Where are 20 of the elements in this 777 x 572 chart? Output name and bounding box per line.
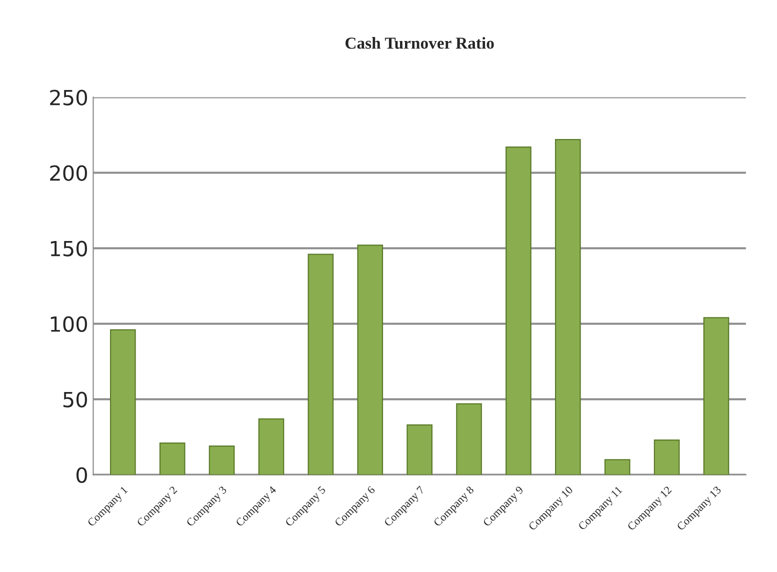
bar <box>506 146 532 475</box>
bar <box>159 442 186 475</box>
bar <box>703 317 730 475</box>
y-tick-label: 150 <box>50 240 87 256</box>
bar <box>456 403 482 475</box>
bar <box>654 439 680 475</box>
bar <box>110 329 136 475</box>
y-tick-label: 250 <box>50 90 87 106</box>
bar <box>406 424 432 475</box>
bar <box>357 244 384 475</box>
bar <box>555 138 581 475</box>
y-tick-label: 50 <box>63 392 87 408</box>
bar <box>258 418 284 475</box>
bar <box>308 254 334 475</box>
y-tick-label: 200 <box>50 165 87 181</box>
bar <box>208 446 235 475</box>
y-tick-label: 100 <box>50 316 87 332</box>
y-tick-label: 0 <box>76 467 87 483</box>
chart-title: Cash Turnover Ratio <box>346 37 494 49</box>
bar <box>604 459 630 475</box>
